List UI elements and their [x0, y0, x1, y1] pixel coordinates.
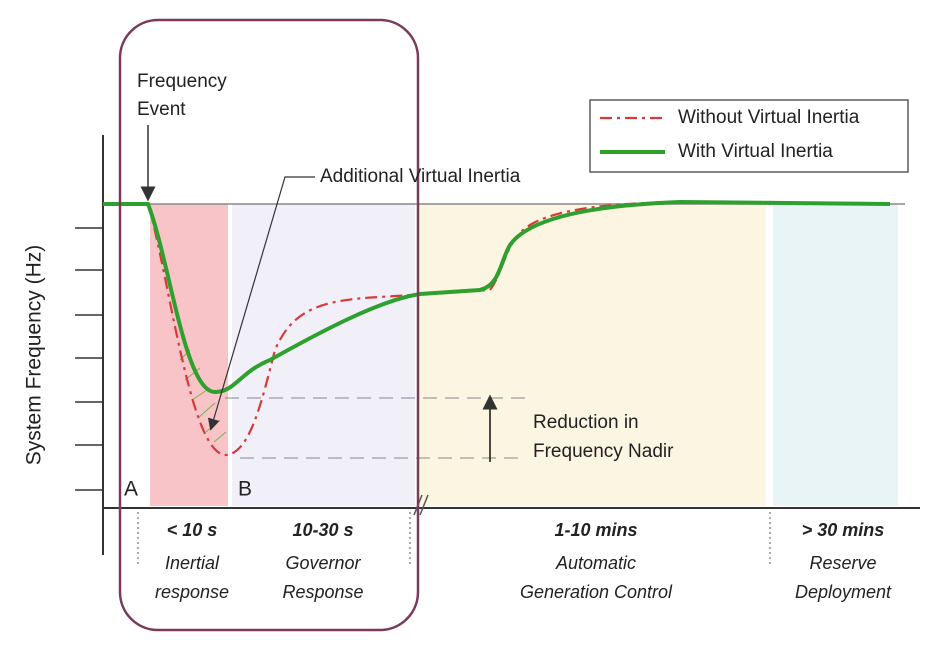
nadir-lines [225, 397, 525, 459]
annotation: Reduction in [533, 412, 639, 433]
phase-duration: > 30 mins [802, 520, 885, 540]
annotation: Additional Virtual Inertia [320, 166, 521, 187]
phase-description: response [155, 582, 229, 602]
phase-agc-bg [418, 204, 766, 506]
phase-description: Reserve [809, 553, 876, 573]
highlight-box [118, 18, 420, 632]
phase-duration: < 10 s [167, 520, 218, 540]
phase-description: Generation Control [520, 582, 673, 602]
phase-reserve-bg [773, 204, 898, 506]
phase-description: Inertial [165, 553, 220, 573]
phase-duration: 10-30 s [292, 520, 353, 540]
phase-duration: 1-10 mins [554, 520, 637, 540]
phase-description: Deployment [795, 582, 892, 602]
vi-arrow [207, 176, 315, 431]
point-label: A [124, 478, 138, 501]
curve-with-vi [103, 199, 891, 395]
legend-label: Without Virtual Inertia [678, 107, 860, 128]
y-ticks [75, 227, 103, 491]
annotation: Frequency [137, 71, 227, 92]
legend-label: With Virtual Inertia [678, 141, 833, 162]
curve-without-vi [146, 200, 681, 457]
legend [589, 99, 909, 173]
annotation: Frequency Nadir [533, 441, 674, 462]
phase-description: Response [282, 582, 363, 602]
phase-governor-bg [232, 204, 415, 506]
y-axis-label: System Frequency (Hz) [23, 245, 46, 466]
phase-description: Automatic [555, 553, 636, 573]
point-label: B [238, 478, 252, 501]
phase-separators [137, 512, 771, 565]
annotation: Event [137, 99, 186, 120]
phase-description: Governor [285, 553, 361, 573]
